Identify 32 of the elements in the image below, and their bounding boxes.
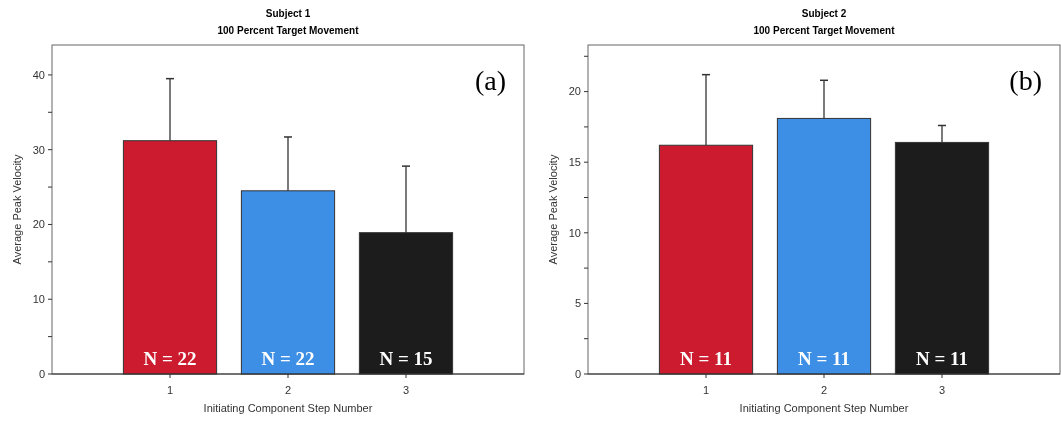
y-tick-label: 0 [38,367,45,380]
x-tick-label: 3 [938,384,946,396]
y-tick-label: 40 [32,68,45,81]
y-tick-label: 30 [32,143,45,156]
annotation: N = 11 [798,348,850,369]
x-tick-label: 2 [820,384,828,396]
y-tick-label: 0 [574,367,581,380]
annotation: N = 15 [379,348,433,369]
x-tick-label: 3 [402,384,410,396]
y-axis-title: Average Peak Velocity [547,154,559,265]
x-axis-title: Initiating Component Step Number [739,402,909,414]
y-tick-label: 15 [568,156,581,169]
annotation: (a) [474,65,506,96]
x-tick-label: 2 [284,384,292,396]
y-tick-label: 5 [574,297,581,310]
x-axis-title: Initiating Component Step Number [203,402,373,414]
y-axis-title: Average Peak Velocity [11,154,23,265]
annotation: N = 11 [916,348,968,369]
chart-subtitle: 100 Percent Target Movement [753,25,896,36]
chart-title: Subject 1 [265,8,311,19]
x-tick-label: 1 [166,384,174,396]
annotation: N = 11 [680,348,732,369]
y-tick-label: 20 [568,85,581,98]
annotation: N = 22 [143,348,197,369]
y-tick-label: 10 [568,226,581,239]
chart-title: Subject 2 [801,8,847,19]
x-tick-label: 1 [702,384,710,396]
y-tick-label: 20 [32,218,45,231]
annotation: N = 22 [261,348,315,369]
annotation: (b) [1009,65,1042,96]
chart-subtitle: 100 Percent Target Movement [217,25,360,36]
y-tick-label: 10 [32,293,45,306]
